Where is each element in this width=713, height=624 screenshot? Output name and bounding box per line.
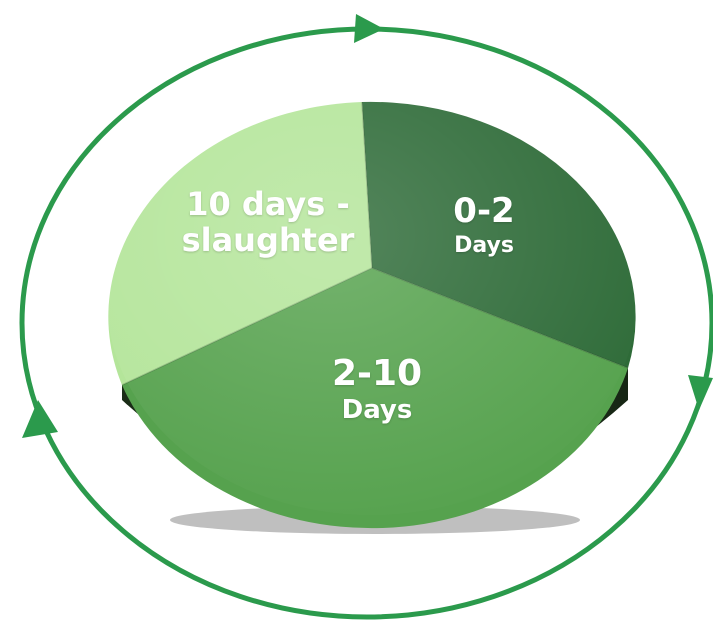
segment-label-10-days-slaughter: 10 days - slaughter xyxy=(168,185,368,259)
pie-gloss xyxy=(107,85,637,515)
segment-label-2-10-days: 2-10 Days xyxy=(302,355,452,424)
cycle-arrow-right xyxy=(688,375,713,410)
segment-1-sub: Days xyxy=(341,394,413,425)
segment-2-main: 10 days - xyxy=(186,185,350,223)
segment-1-main: 2-10 xyxy=(331,353,423,394)
segment-2-sub: slaughter xyxy=(181,220,355,259)
segment-0-main: 0-2 xyxy=(453,191,515,231)
segment-0-sub: Days xyxy=(454,232,514,258)
cycle-arrow-left xyxy=(22,400,58,438)
cycle-arrow-top xyxy=(354,14,384,43)
segment-label-0-2-days: 0-2 Days xyxy=(434,191,534,258)
